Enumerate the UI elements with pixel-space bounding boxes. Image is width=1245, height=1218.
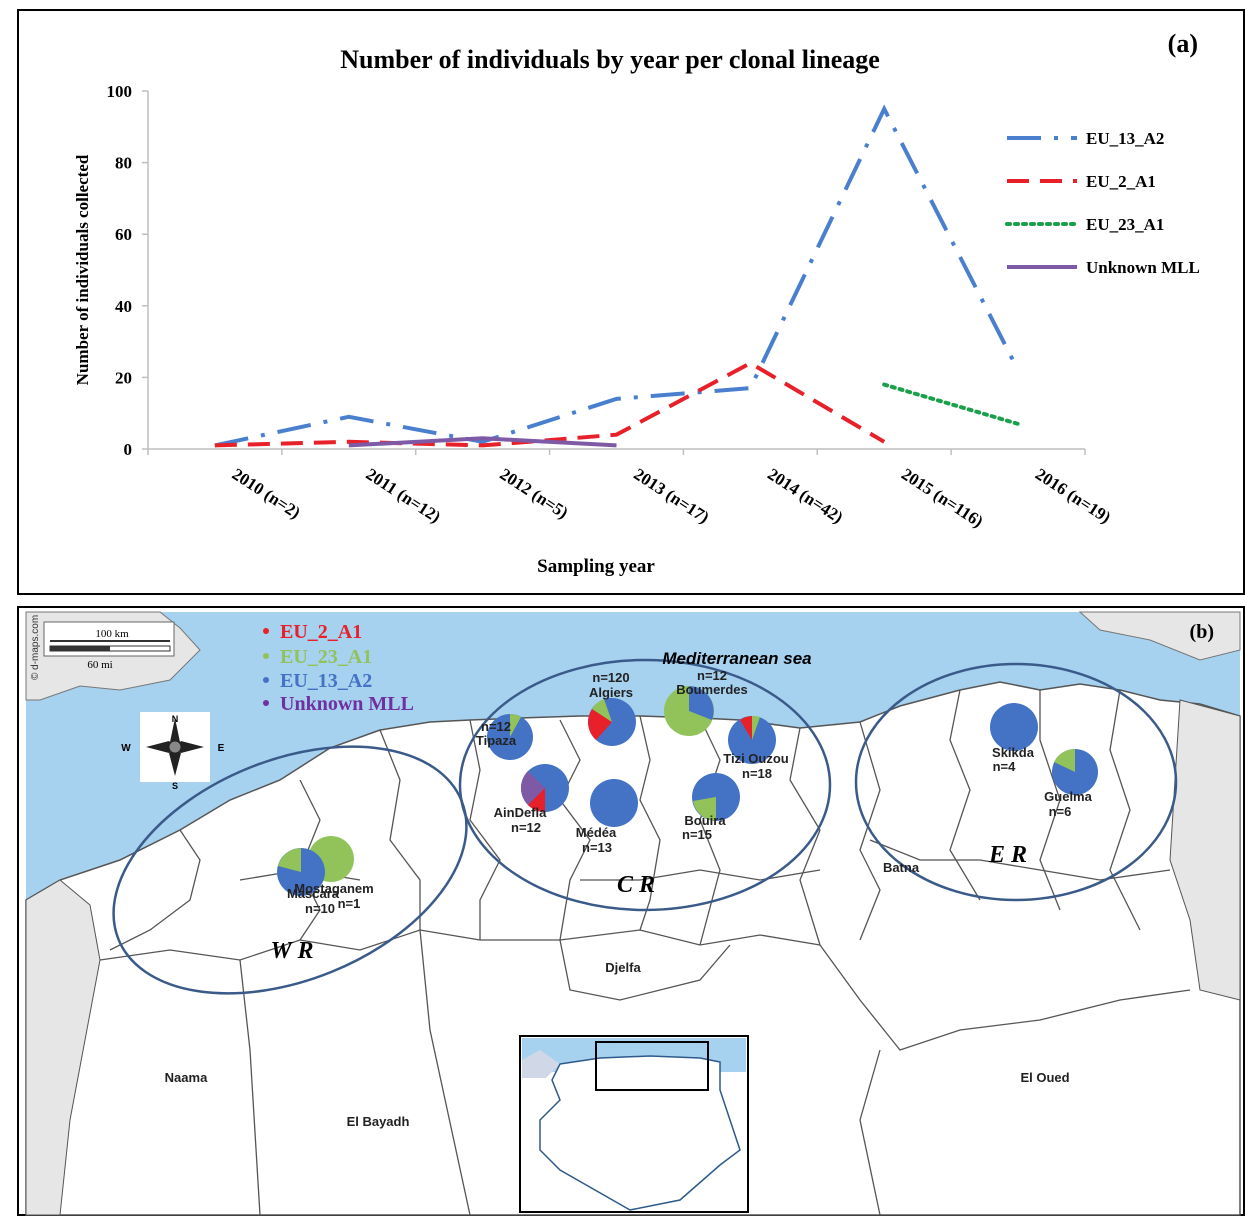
compass-n: N xyxy=(172,714,179,724)
pie-tipaza xyxy=(487,714,533,760)
y-axis-label: Number of individuals collected xyxy=(73,154,92,385)
pie-skikda xyxy=(990,703,1038,751)
panel-a-tag: (a) xyxy=(1168,29,1198,58)
site-n-mascara: n=10 xyxy=(305,901,335,916)
site-name-skikda: Skikda xyxy=(992,745,1035,760)
site-name-boumerdes: Boumerdes xyxy=(676,682,748,697)
region-label-er: E R xyxy=(988,842,1027,868)
site-n-medea: n=13 xyxy=(582,840,612,855)
site-n-skikda: n=4 xyxy=(993,759,1017,774)
site-n-algiers: n=120 xyxy=(592,670,629,685)
site-n-bouira: n=15 xyxy=(682,827,712,842)
watermark: © d-maps.com xyxy=(30,615,41,680)
site-name-guelma: Guelma xyxy=(1044,789,1092,804)
site-n-boumerdes: n=12 xyxy=(697,668,727,683)
region-label-wr: W R xyxy=(271,938,314,964)
legend-label: EU_23_A1 xyxy=(1086,215,1164,234)
pie-algiers xyxy=(588,698,636,746)
legend-dot-eu2 xyxy=(263,628,269,634)
legend-label: EU_13_A2 xyxy=(1086,129,1164,148)
pie-bouira xyxy=(692,773,740,821)
site-name-bouira: Bouira xyxy=(684,813,726,828)
legend-label-eu13: EU_13_A2 xyxy=(280,670,372,692)
scale-km: 100 km xyxy=(95,628,129,640)
legend-label: EU_2_A1 xyxy=(1086,172,1156,191)
province-borders xyxy=(99,689,1191,1216)
legend-dot-eu13 xyxy=(263,677,269,683)
pie-medea xyxy=(590,779,638,827)
place-labels: Batna Djelfa Naama El Bayadh El Oued xyxy=(165,860,1070,1129)
x-axis-label: Sampling year xyxy=(537,556,655,577)
scale-bar: 100 km 60 mi xyxy=(43,621,175,671)
site-name-tipaza: Tipaza xyxy=(476,733,517,748)
site-name-tiziouzou: Tizi Ouzou xyxy=(723,751,789,766)
place-batna: Batna xyxy=(883,860,920,875)
legend-dot-unknown xyxy=(263,700,269,706)
site-name-mascara: Mascara xyxy=(287,886,340,901)
site-name-aindefla: AinDefla xyxy=(494,805,548,820)
chart-series xyxy=(214,104,1021,448)
y-tick-label: 40 xyxy=(115,297,132,316)
site-labels: Mostaganem n=1 Mascara n=10 n=12 Tipaza … xyxy=(287,668,1093,916)
site-name-mostaganem: Mostaganem xyxy=(294,881,373,896)
panel-a-border xyxy=(17,9,1245,595)
chart-legend: EU_13_A2 EU_2_A1 EU_23_A1 Unknown MLL xyxy=(1005,129,1200,277)
compass-e: E xyxy=(218,743,225,754)
pie-aindefla xyxy=(520,764,569,813)
site-name-medea: Médéa xyxy=(576,825,617,840)
y-tick-label: 0 xyxy=(124,440,133,459)
legend-label-unknown: Unknown MLL xyxy=(280,693,414,715)
legend-label: Unknown MLL xyxy=(1086,258,1200,277)
site-n-tipaza: n=12 xyxy=(481,719,511,734)
map: W R C R E R Mediterranean sea (b) © d-ma… xyxy=(25,611,1241,1216)
site-n-mostaganem: n=1 xyxy=(338,896,361,911)
place-elbayadh: El Bayadh xyxy=(347,1114,410,1129)
series-line-eu-23-a1 xyxy=(882,382,1021,426)
site-n-tiziouzou: n=18 xyxy=(742,766,772,781)
place-naama: Naama xyxy=(165,1070,208,1085)
compass-s: S xyxy=(172,781,178,791)
pie-tiziouzou xyxy=(728,715,776,764)
pie-boumerdes xyxy=(664,686,714,736)
legend-dot-eu23 xyxy=(263,653,269,659)
compass-w: W xyxy=(121,743,131,754)
morocco xyxy=(25,879,101,1216)
region-ellipse-er xyxy=(854,662,1178,902)
map-legend: EU_2_A1 EU_23_A1 EU_13_A2 Unknown MLL xyxy=(263,621,414,715)
place-eloued: El Oued xyxy=(1020,1070,1069,1085)
series-line-eu-13-a2 xyxy=(214,104,1020,448)
region-ellipse-cr xyxy=(458,658,832,912)
panel-b-tag: (b) xyxy=(1190,621,1214,643)
series-line-unknown-mll xyxy=(348,436,617,448)
site-n-guelma: n=6 xyxy=(1049,804,1072,819)
place-djelfa: Djelfa xyxy=(605,960,641,975)
y-tick-label: 100 xyxy=(107,82,133,101)
y-tick-label: 20 xyxy=(115,368,132,387)
sardinia xyxy=(1078,611,1241,661)
scale-mi: 60 mi xyxy=(87,659,112,671)
site-pies xyxy=(277,686,1098,896)
chart-title: Number of individuals by year per clonal… xyxy=(340,45,880,74)
compass-icon: N S W E xyxy=(121,712,225,791)
site-name-algiers: Algiers xyxy=(589,685,633,700)
site-n-aindefla: n=12 xyxy=(511,820,541,835)
legend-label-eu23: EU_23_A1 xyxy=(280,646,372,668)
region-label-cr: C R xyxy=(617,872,655,898)
y-tick-label: 80 xyxy=(115,154,132,173)
inset-map xyxy=(519,1035,749,1213)
legend-label-eu2: EU_2_A1 xyxy=(280,621,362,643)
pie-mascara xyxy=(277,848,325,896)
pie-guelma xyxy=(1052,748,1098,795)
y-tick-label: 60 xyxy=(115,225,132,244)
sea-label: Mediterranean sea xyxy=(662,649,811,668)
